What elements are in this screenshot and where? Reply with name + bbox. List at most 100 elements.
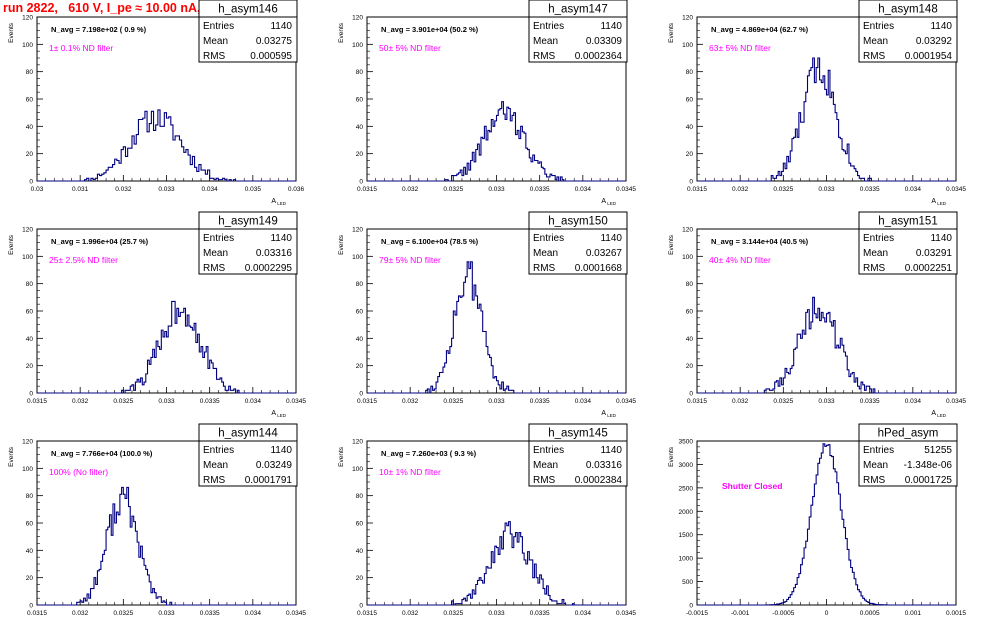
y-tick-label: 1500 bbox=[679, 532, 694, 539]
y-tick-label: 120 bbox=[682, 227, 693, 234]
stats-value: 1140 bbox=[600, 445, 622, 456]
y-axis-title: Events bbox=[8, 22, 15, 43]
stats-label: Mean bbox=[863, 36, 888, 47]
x-tick-label: 0.0315 bbox=[357, 610, 377, 617]
x-tick-label: 0.034 bbox=[245, 610, 262, 617]
filter-label: 100% (No filter) bbox=[49, 467, 108, 477]
stats-box bbox=[858, 228, 958, 275]
histogram-panel-h_asym148: 0.0315 0.032 0.0325 0.033 0.0335 0.034 0.0345 0… bbox=[668, 0, 966, 206]
stats-label: Mean bbox=[533, 36, 558, 47]
stats-value: 0.03309 bbox=[586, 36, 623, 47]
y-tick-label: 3500 bbox=[679, 439, 694, 446]
x-axis-title: A LED bbox=[601, 410, 616, 418]
x-axis-title: A LED bbox=[931, 198, 946, 206]
y-tick-label: 80 bbox=[686, 69, 694, 76]
y-tick-label: 80 bbox=[356, 69, 364, 76]
y-tick-label: 20 bbox=[356, 575, 364, 582]
y-tick-label: 80 bbox=[26, 69, 34, 76]
x-tick-label: 0.035 bbox=[245, 186, 262, 193]
navg-label: N_avg = 3.901e+04 (50.2 %) bbox=[381, 25, 479, 34]
histogram-panel-h_asym149: 0.0315 0.032 0.0325 0.033 0.0335 0.034 0.0345 0… bbox=[8, 211, 306, 418]
y-tick-label: 3000 bbox=[679, 462, 694, 469]
stats-label: Mean bbox=[533, 248, 558, 259]
y-tick-label: 20 bbox=[26, 575, 34, 582]
x-tick-label: 0.0335 bbox=[860, 398, 880, 405]
x-axis-title: A LED bbox=[271, 410, 286, 418]
x-tick-label: 0.032 bbox=[732, 398, 749, 405]
y-tick-label: 0 bbox=[689, 603, 693, 610]
x-tick-label: 0.0335 bbox=[200, 398, 220, 405]
histogram-panel-h_asym151: 0.0315 0.032 0.0325 0.033 0.0335 0.034 0.0345 0… bbox=[668, 211, 966, 418]
navg-label: N_avg = 7.766e+04 (100.0 %) bbox=[51, 449, 153, 458]
y-axis-title: Events bbox=[338, 234, 345, 255]
histogram-series bbox=[697, 296, 956, 394]
y-tick-label: 60 bbox=[26, 309, 34, 316]
stats-label: Mean bbox=[863, 460, 888, 471]
navg-label: N_avg = 4.869e+04 (62.7 %) bbox=[711, 25, 809, 34]
y-tick-label: 60 bbox=[26, 97, 34, 104]
stats-value: 51255 bbox=[924, 445, 952, 456]
x-tick-label: 0.033 bbox=[158, 398, 175, 405]
y-tick-label: 0 bbox=[29, 179, 33, 186]
x-tick-label: 0.0315 bbox=[357, 398, 377, 405]
x-tick-label: 0.032 bbox=[72, 610, 89, 617]
stats-box bbox=[198, 16, 298, 63]
stats-title: h_asym148 bbox=[878, 4, 937, 16]
stats-box bbox=[858, 16, 958, 63]
x-tick-label: 0.0345 bbox=[616, 186, 636, 193]
x-tick-label: 0.0015 bbox=[946, 610, 966, 617]
stats-label: RMS bbox=[863, 263, 886, 274]
x-tick-label: 0.0345 bbox=[946, 186, 966, 193]
navg-label: N_avg = 7.260e+03 ( 9.3 %) bbox=[381, 449, 477, 458]
stats-value: 1140 bbox=[930, 21, 952, 32]
x-tick-label: 0.032 bbox=[72, 398, 89, 405]
y-tick-label: 20 bbox=[686, 363, 694, 370]
x-tick-label: 0.033 bbox=[488, 610, 505, 617]
x-tick-label: 0.0325 bbox=[113, 610, 133, 617]
y-tick-label: 20 bbox=[26, 151, 34, 158]
x-tick-label: 0.033 bbox=[488, 398, 505, 405]
x-tick-label: 0.0335 bbox=[530, 398, 550, 405]
y-tick-label: 60 bbox=[356, 521, 364, 528]
y-tick-label: 100 bbox=[352, 466, 363, 473]
stats-box bbox=[198, 228, 298, 275]
x-tick-label: 0.034 bbox=[575, 186, 592, 193]
y-tick-label: 60 bbox=[686, 97, 694, 104]
x-tick-label: 0.032 bbox=[115, 186, 132, 193]
filter-label: 79± 5% ND filter bbox=[379, 255, 441, 265]
x-tick-label: 0.036 bbox=[288, 186, 305, 193]
x-tick-label: 0.033 bbox=[488, 186, 505, 193]
y-axis-title: Events bbox=[338, 446, 345, 467]
filter-label: 10± 1% ND filter bbox=[379, 467, 441, 477]
stats-label: Entries bbox=[533, 445, 564, 456]
x-tick-label: -0.001 bbox=[731, 610, 750, 617]
x-tick-label: 0.0315 bbox=[687, 186, 707, 193]
x-tick-label: 0.0005 bbox=[860, 610, 880, 617]
y-tick-label: 2500 bbox=[679, 485, 694, 492]
stats-value: 0.03267 bbox=[586, 248, 623, 259]
stats-label: Mean bbox=[203, 248, 228, 259]
stats-label: Entries bbox=[533, 21, 564, 32]
y-tick-label: 120 bbox=[352, 15, 363, 22]
x-tick-label: 0.03 bbox=[31, 186, 44, 193]
stats-value: 0.03316 bbox=[586, 460, 623, 471]
filter-label: Shutter Closed bbox=[722, 481, 782, 491]
y-tick-label: 80 bbox=[356, 281, 364, 288]
stats-title: h_asym150 bbox=[548, 216, 607, 228]
y-tick-label: 100 bbox=[352, 254, 363, 261]
filter-label: 40± 4% ND filter bbox=[709, 255, 771, 265]
y-tick-label: 120 bbox=[352, 227, 363, 234]
x-tick-label: 0.034 bbox=[202, 186, 219, 193]
x-tick-label: 0.033 bbox=[818, 186, 835, 193]
x-tick-label: 0.031 bbox=[72, 186, 89, 193]
stats-title: hPed_asym bbox=[878, 428, 939, 440]
x-tick-label: 0.034 bbox=[575, 610, 592, 617]
histogram-series bbox=[697, 443, 956, 606]
histogram-series bbox=[367, 261, 626, 394]
x-tick-label: 0.0335 bbox=[200, 610, 220, 617]
y-tick-label: 80 bbox=[26, 281, 34, 288]
y-tick-label: 40 bbox=[356, 548, 364, 555]
x-tick-label: 0.0345 bbox=[286, 610, 306, 617]
stats-label: RMS bbox=[203, 263, 226, 274]
histogram-series bbox=[367, 521, 626, 606]
